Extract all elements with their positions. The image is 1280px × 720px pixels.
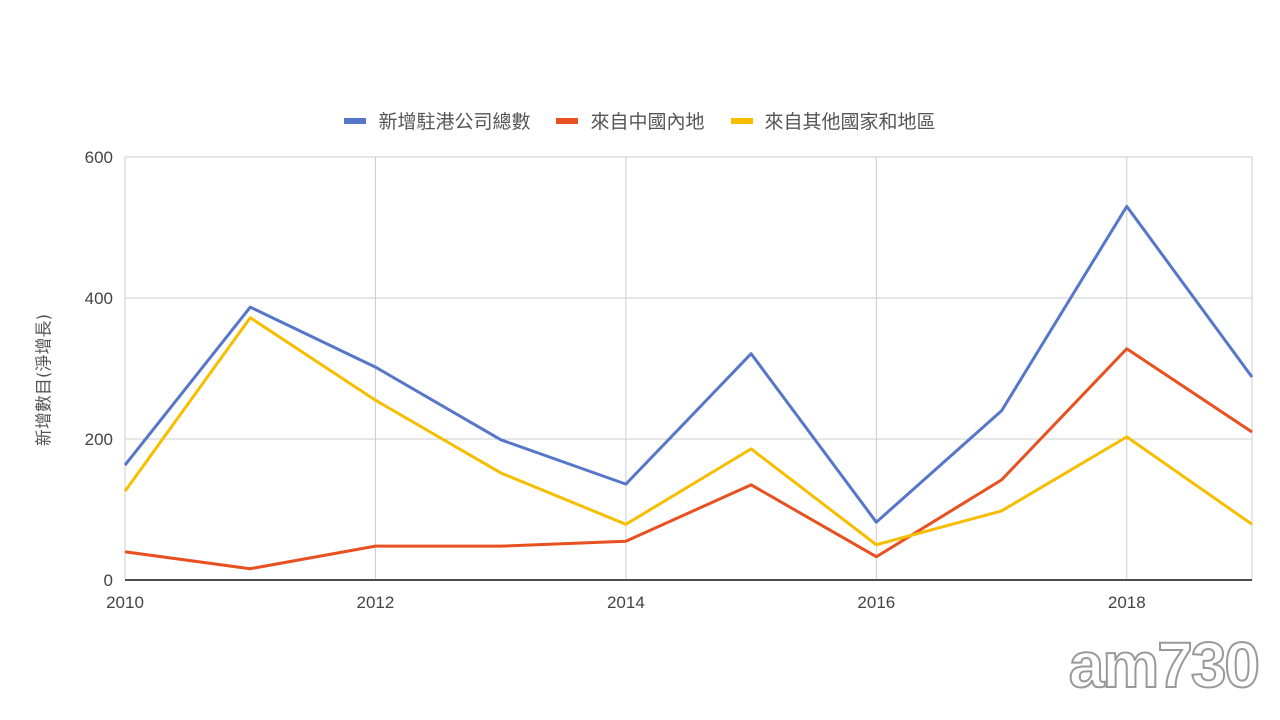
y-tick-label: 600 xyxy=(85,148,113,167)
legend-item-other: 來自其他國家和地區 xyxy=(730,107,936,134)
x-tick-label: 2010 xyxy=(106,593,144,612)
y-tick-label: 200 xyxy=(85,430,113,449)
am730-logo-watermark: am730 xyxy=(1068,628,1261,702)
legend-label: 來自中國內地 xyxy=(590,111,705,133)
series-line-1 xyxy=(124,347,1253,571)
legend: 新增駐港公司總數 來自中國內地 來自其他國家和地區 xyxy=(0,107,1280,134)
x-tick-label: 2012 xyxy=(357,593,395,612)
series-line-2 xyxy=(123,316,1253,547)
legend-swatch xyxy=(730,117,753,124)
y-tick-label: 0 xyxy=(104,571,113,590)
legend-item-total: 新增駐港公司總數 xyxy=(344,107,530,134)
y-axis-label: 新增數目(淨增長) xyxy=(34,313,55,447)
legend-label: 來自其他國家和地區 xyxy=(764,111,936,133)
legend-swatch xyxy=(556,117,579,124)
legend-label: 新增駐港公司總數 xyxy=(378,111,531,133)
legend-item-mainland: 來自中國內地 xyxy=(556,107,705,134)
legend-swatch xyxy=(344,117,367,124)
x-tick-label: 2018 xyxy=(1108,593,1146,612)
series-line-0 xyxy=(123,204,1254,524)
x-tick-label: 2016 xyxy=(857,593,895,612)
y-tick-label: 400 xyxy=(85,289,113,308)
x-tick-label: 2014 xyxy=(607,593,645,612)
